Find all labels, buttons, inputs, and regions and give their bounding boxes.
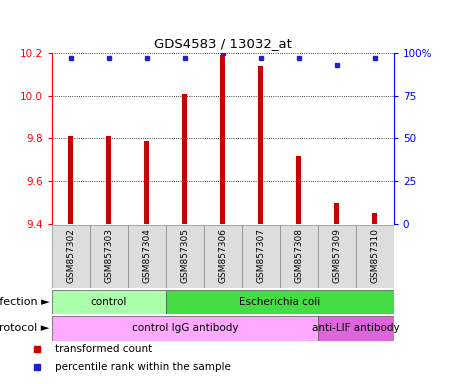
Text: transformed count: transformed count bbox=[55, 344, 152, 354]
Text: percentile rank within the sample: percentile rank within the sample bbox=[55, 362, 231, 372]
Bar bbox=[52, 290, 166, 314]
Bar bbox=[258, 66, 263, 224]
Text: anti-LIF antibody: anti-LIF antibody bbox=[312, 323, 400, 333]
Bar bbox=[334, 202, 339, 224]
Text: GSM857302: GSM857302 bbox=[66, 228, 75, 283]
Bar bbox=[144, 141, 149, 224]
Text: infection ►: infection ► bbox=[0, 297, 50, 307]
Bar bbox=[52, 316, 318, 341]
Bar bbox=[52, 225, 90, 288]
Text: GSM857306: GSM857306 bbox=[218, 228, 227, 283]
Bar bbox=[373, 213, 377, 224]
Bar bbox=[356, 225, 394, 288]
Text: GSM857309: GSM857309 bbox=[332, 228, 341, 283]
Bar bbox=[166, 290, 394, 314]
Text: GSM857310: GSM857310 bbox=[370, 228, 379, 283]
Text: GSM857305: GSM857305 bbox=[180, 228, 189, 283]
Bar bbox=[166, 225, 204, 288]
Bar bbox=[318, 225, 356, 288]
Bar bbox=[318, 316, 394, 341]
Bar bbox=[242, 225, 280, 288]
Bar bbox=[182, 94, 187, 224]
Bar bbox=[204, 225, 242, 288]
Bar bbox=[128, 225, 166, 288]
Bar bbox=[280, 225, 318, 288]
Bar bbox=[297, 156, 301, 224]
Text: GSM857304: GSM857304 bbox=[142, 228, 151, 283]
Bar bbox=[90, 225, 128, 288]
Text: GSM857307: GSM857307 bbox=[256, 228, 265, 283]
Text: GSM857308: GSM857308 bbox=[294, 228, 303, 283]
Text: protocol ►: protocol ► bbox=[0, 323, 50, 333]
Bar bbox=[68, 136, 73, 224]
Text: control IgG antibody: control IgG antibody bbox=[131, 323, 238, 333]
Text: Escherichia coli: Escherichia coli bbox=[239, 297, 320, 307]
Bar bbox=[107, 136, 111, 224]
Title: GDS4583 / 13032_at: GDS4583 / 13032_at bbox=[154, 37, 292, 50]
Text: GSM857303: GSM857303 bbox=[104, 228, 113, 283]
Bar bbox=[220, 55, 225, 224]
Text: control: control bbox=[90, 297, 127, 307]
